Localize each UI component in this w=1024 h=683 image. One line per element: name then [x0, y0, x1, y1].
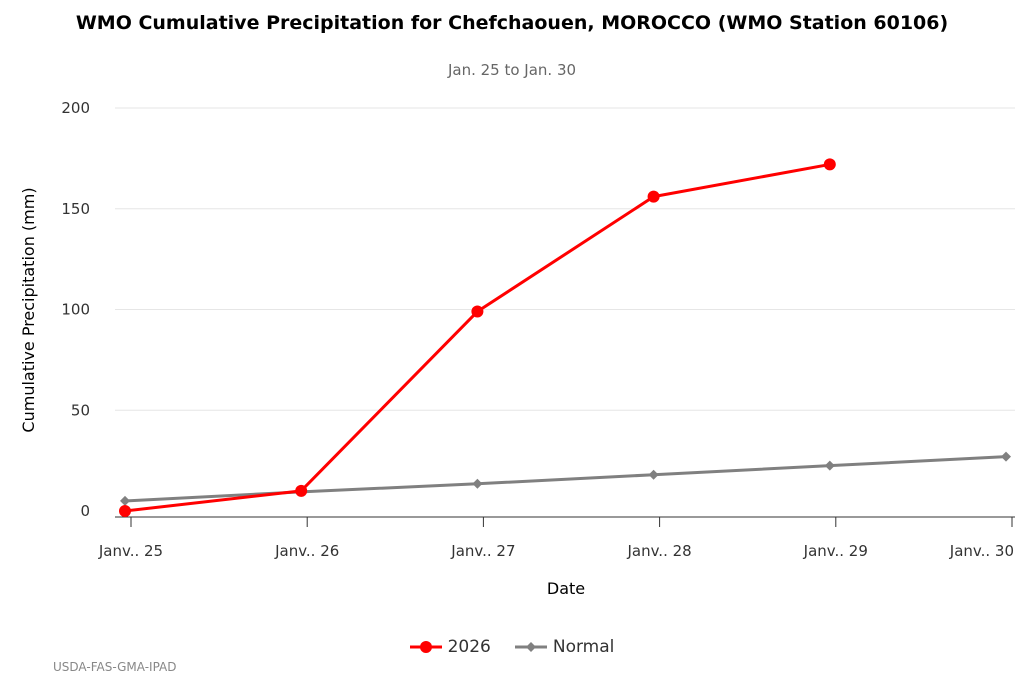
data-point[interactable]: [647, 190, 660, 203]
data-point[interactable]: [295, 484, 308, 497]
legend-label: Normal: [552, 637, 615, 657]
chart-subtitle: Jan. 25 to Jan. 30: [447, 61, 577, 79]
chart-title: WMO Cumulative Precipitation for Chefcha…: [75, 12, 949, 34]
y-tick-label: 200: [61, 99, 90, 117]
data-point[interactable]: [648, 469, 659, 480]
data-point[interactable]: [1001, 451, 1011, 462]
x-tick-label: Janv.. 25: [98, 542, 163, 560]
series-line: [124, 455, 1007, 503]
legend-symbol: [514, 642, 547, 652]
data-point[interactable]: [824, 460, 835, 471]
legend-symbol: [409, 641, 442, 653]
series-2026: [119, 158, 836, 517]
x-tick-label: Janv.. 29: [803, 542, 868, 560]
y-tick-label: 0: [80, 502, 90, 520]
x-tick-label: Janv.. 30: [949, 542, 1014, 560]
axes: 0 50 100 150 200 Janv.. 25 Janv.. 26 Janv.. 27 J…: [61, 99, 1015, 560]
data-point[interactable]: [471, 305, 484, 318]
data-point[interactable]: [119, 505, 131, 517]
series-line: [124, 162, 831, 513]
data-point[interactable]: [823, 158, 836, 171]
credit-text: USDA-FAS-GMA-IPAD: [53, 660, 177, 674]
series: [119, 158, 1011, 517]
y-tick-label: 100: [61, 301, 90, 319]
legend-item-normal[interactable]: Normal: [514, 637, 615, 657]
data-point[interactable]: [472, 478, 483, 489]
data-point[interactable]: [120, 495, 130, 506]
x-tick-label: Janv.. 27: [450, 542, 515, 560]
legend-item-2026[interactable]: 2026: [409, 637, 491, 657]
legend: 2026 Normal: [0, 637, 1024, 659]
x-tick-label: Janv.. 26: [274, 542, 339, 560]
y-tick-label: 50: [71, 401, 90, 419]
y-tick-label: 150: [61, 200, 90, 218]
grid-lines: [115, 107, 1015, 411]
y-axis-title: Cumulative Precipitation (mm): [19, 187, 38, 432]
legend-label: 2026: [447, 637, 491, 657]
x-axis-title: Date: [547, 579, 585, 598]
x-tick-label: Janv.. 28: [626, 542, 691, 560]
